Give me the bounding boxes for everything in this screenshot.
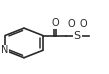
Text: S: S xyxy=(74,30,81,41)
Text: O: O xyxy=(51,18,59,28)
Text: O: O xyxy=(79,19,87,29)
Text: O: O xyxy=(67,19,75,29)
Text: N: N xyxy=(1,45,9,55)
